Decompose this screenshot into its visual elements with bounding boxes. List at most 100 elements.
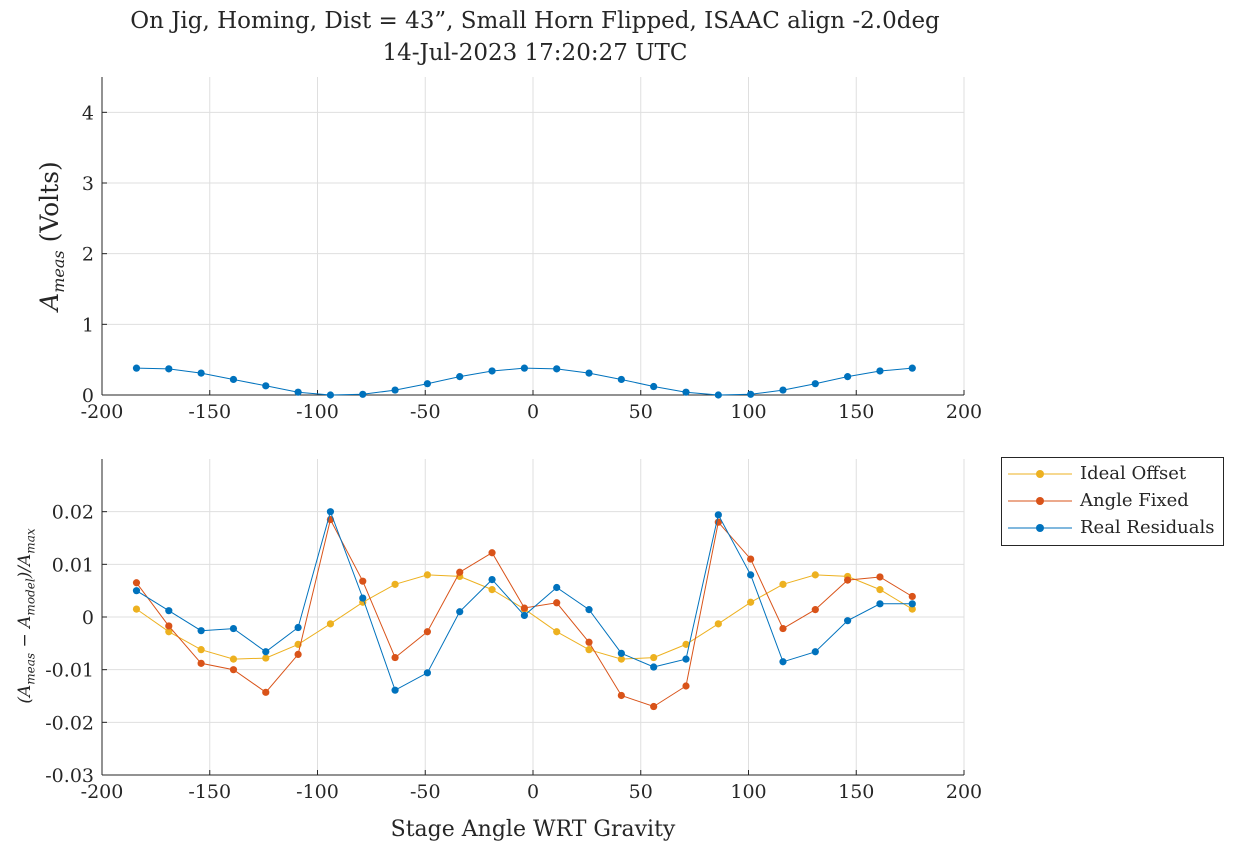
- y-tick-label: 4: [82, 102, 94, 124]
- data-point: [520, 611, 528, 620]
- data-point: [326, 620, 335, 628]
- legend-item-ideal-offset: Ideal Offset: [1008, 461, 1224, 487]
- legend-item-real-residuals: Real Residuals: [1008, 515, 1224, 541]
- data-point: [779, 386, 787, 394]
- data-point: [197, 369, 205, 377]
- y-tick-label: 0: [82, 385, 94, 407]
- x-tick-label: 0: [527, 401, 539, 423]
- top-y-axis-label: Ameas (Volts): [35, 161, 68, 311]
- data-point: [876, 367, 884, 375]
- data-point: [650, 653, 658, 662]
- data-point: [262, 648, 270, 656]
- data-point: [553, 365, 561, 373]
- x-tick-label: 150: [838, 401, 874, 423]
- data-point: [908, 600, 916, 608]
- data-point: [747, 598, 755, 606]
- data-point: [359, 594, 367, 602]
- data-point: [423, 380, 432, 388]
- data-point: [779, 624, 787, 633]
- data-point: [391, 386, 399, 394]
- data-point: [294, 388, 302, 396]
- data-point: [520, 364, 528, 372]
- y-tick-label: -0.02: [45, 712, 94, 734]
- data-point: [908, 605, 916, 613]
- legend-item-angle-fixed: Angle Fixed: [1008, 488, 1224, 514]
- x-axis-label: Stage Angle WRT Gravity: [390, 817, 676, 842]
- data-point: [359, 390, 367, 398]
- y-tick-label: 1: [82, 314, 94, 336]
- data-point: [714, 620, 722, 628]
- data-point: [391, 653, 399, 662]
- x-tick-label: -100: [296, 781, 339, 803]
- data-point: [682, 388, 690, 396]
- data-point: [844, 373, 852, 381]
- data-point: [714, 391, 722, 399]
- data-point: [391, 686, 399, 694]
- data-point: [423, 669, 432, 677]
- x-tick-label: 200: [946, 781, 982, 803]
- data-point: [262, 688, 270, 696]
- y-tick-label: 0.01: [52, 554, 94, 576]
- data-point: [229, 375, 238, 384]
- data-point: [197, 646, 205, 654]
- data-point: [326, 391, 335, 399]
- y-tick-label: 3: [82, 173, 94, 195]
- x-tick-label: 200: [946, 401, 982, 423]
- x-tick-label: -150: [188, 401, 231, 423]
- legend-label: Ideal Offset: [1080, 463, 1187, 484]
- data-point: [811, 380, 819, 388]
- y-tick-label: -0.03: [45, 765, 94, 787]
- x-tick-label: -50: [410, 781, 441, 803]
- data-point: [585, 606, 593, 614]
- data-point: [553, 583, 561, 592]
- data-point: [423, 628, 432, 636]
- data-point: [456, 568, 464, 576]
- data-point: [326, 508, 335, 516]
- bottom-axes: -200 -150 -100 -50 0 50 100 150 200 -0.03 -0.02 -0.…: [45, 459, 982, 803]
- data-point: [908, 592, 916, 601]
- data-point: [650, 663, 658, 671]
- data-point: [229, 666, 238, 674]
- y-tick-label: 0.02: [52, 502, 94, 524]
- data-point: [844, 576, 852, 584]
- data-point: [294, 623, 302, 632]
- data-point: [456, 373, 464, 381]
- data-point: [132, 579, 141, 587]
- x-tick-label: 100: [730, 401, 766, 423]
- data-point: [650, 702, 658, 711]
- data-point: [876, 586, 884, 594]
- data-point: [132, 605, 141, 613]
- data-point: [844, 617, 852, 625]
- data-point: [682, 640, 690, 648]
- data-point: [520, 604, 528, 612]
- data-point: [876, 600, 884, 608]
- data-point: [165, 622, 173, 630]
- data-point: [165, 365, 173, 373]
- y-tick-label: -0.01: [45, 660, 94, 682]
- chart-title-line2: 14-Jul-2023 17:20:27 UTC: [382, 40, 688, 66]
- legend-label: Real Residuals: [1080, 517, 1215, 538]
- data-point: [553, 599, 561, 607]
- data-point: [488, 576, 496, 584]
- data-point: [682, 655, 690, 663]
- data-point: [553, 628, 561, 636]
- data-point: [262, 654, 270, 662]
- data-point: [488, 586, 496, 594]
- x-tick-label: 0: [527, 781, 539, 803]
- data-point: [811, 606, 819, 614]
- data-point: [229, 624, 238, 633]
- data-point: [165, 628, 173, 636]
- legend: Ideal Offset Angle Fixed Real Residuals: [1001, 457, 1224, 546]
- x-tick-label: 150: [838, 781, 874, 803]
- x-tick-label: 50: [629, 401, 653, 423]
- data-point: [650, 382, 658, 391]
- series-line: [136, 367, 913, 396]
- data-point: [714, 511, 722, 519]
- y-tick-label: 0: [82, 607, 94, 629]
- x-tick-label: -200: [81, 781, 124, 803]
- data-point: [197, 659, 205, 667]
- data-point: [229, 655, 238, 663]
- data-point: [617, 691, 625, 700]
- data-point: [682, 682, 690, 690]
